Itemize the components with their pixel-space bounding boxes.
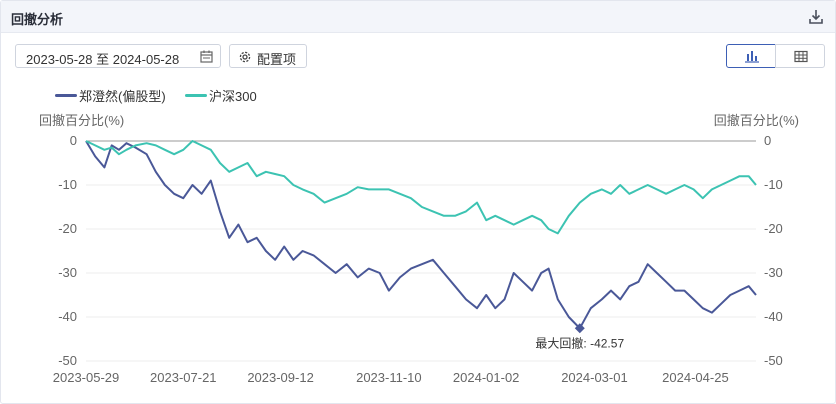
x-tick-3: 2023-11-10 [356,370,422,385]
y-tick-right-3: -30 [764,265,783,280]
config-button[interactable]: 配置项 [229,44,307,68]
legend-swatch-index [185,94,207,97]
y-tick-right-4: -40 [764,309,783,324]
date-range-value: 2023-05-28 至 2024-05-28 [26,52,180,67]
y-tick-right-5: -50 [764,353,783,368]
y-tick-left-1: -10 [58,177,77,192]
table-icon [794,50,808,63]
gear-icon [238,50,252,64]
table-view-button[interactable] [775,44,825,68]
y-tick-right-0: 0 [764,133,771,148]
series-line-0 [85,140,757,330]
y-axis-name-left: 回撤百分比(%) [39,113,125,128]
download-icon[interactable] [807,8,825,26]
panel-title: 回撤分析 [11,12,64,27]
max-drawdown-label: 最大回撤: -42.57 [535,335,624,350]
x-tick-6: 2024-04-25 [662,370,729,385]
config-label: 配置项 [257,52,297,67]
x-tick-0: 2023-05-29 [53,370,120,385]
legend-swatch-fund [55,94,77,97]
panel-header: 回撤分析 [1,1,835,33]
y-tick-left-5: -50 [58,353,77,368]
calendar-icon [200,50,213,63]
y-tick-left-4: -40 [58,309,77,324]
x-tick-5: 2024-03-01 [561,370,628,385]
y-tick-left-3: -30 [58,265,77,280]
max-drawdown-marker [574,323,585,334]
view-toggle [726,44,825,68]
legend-label-fund: 郑澄然(偏股型) [79,89,166,104]
y-tick-left-0: 0 [70,133,77,148]
bar-chart-icon [745,51,759,63]
y-tick-left-2: -20 [58,221,77,236]
legend-label-index: 沪深300 [209,89,257,104]
y-axis-name-right: 回撤百分比(%) [713,113,799,128]
y-tick-right-1: -10 [764,177,783,192]
y-tick-right-2: -20 [764,221,783,236]
x-tick-2: 2023-09-12 [247,370,314,385]
x-tick-4: 2024-01-02 [453,370,520,385]
series-line-1 [85,140,757,235]
date-range-picker[interactable]: 2023-05-28 至 2024-05-28 [15,44,221,68]
x-tick-1: 2023-07-21 [150,370,217,385]
